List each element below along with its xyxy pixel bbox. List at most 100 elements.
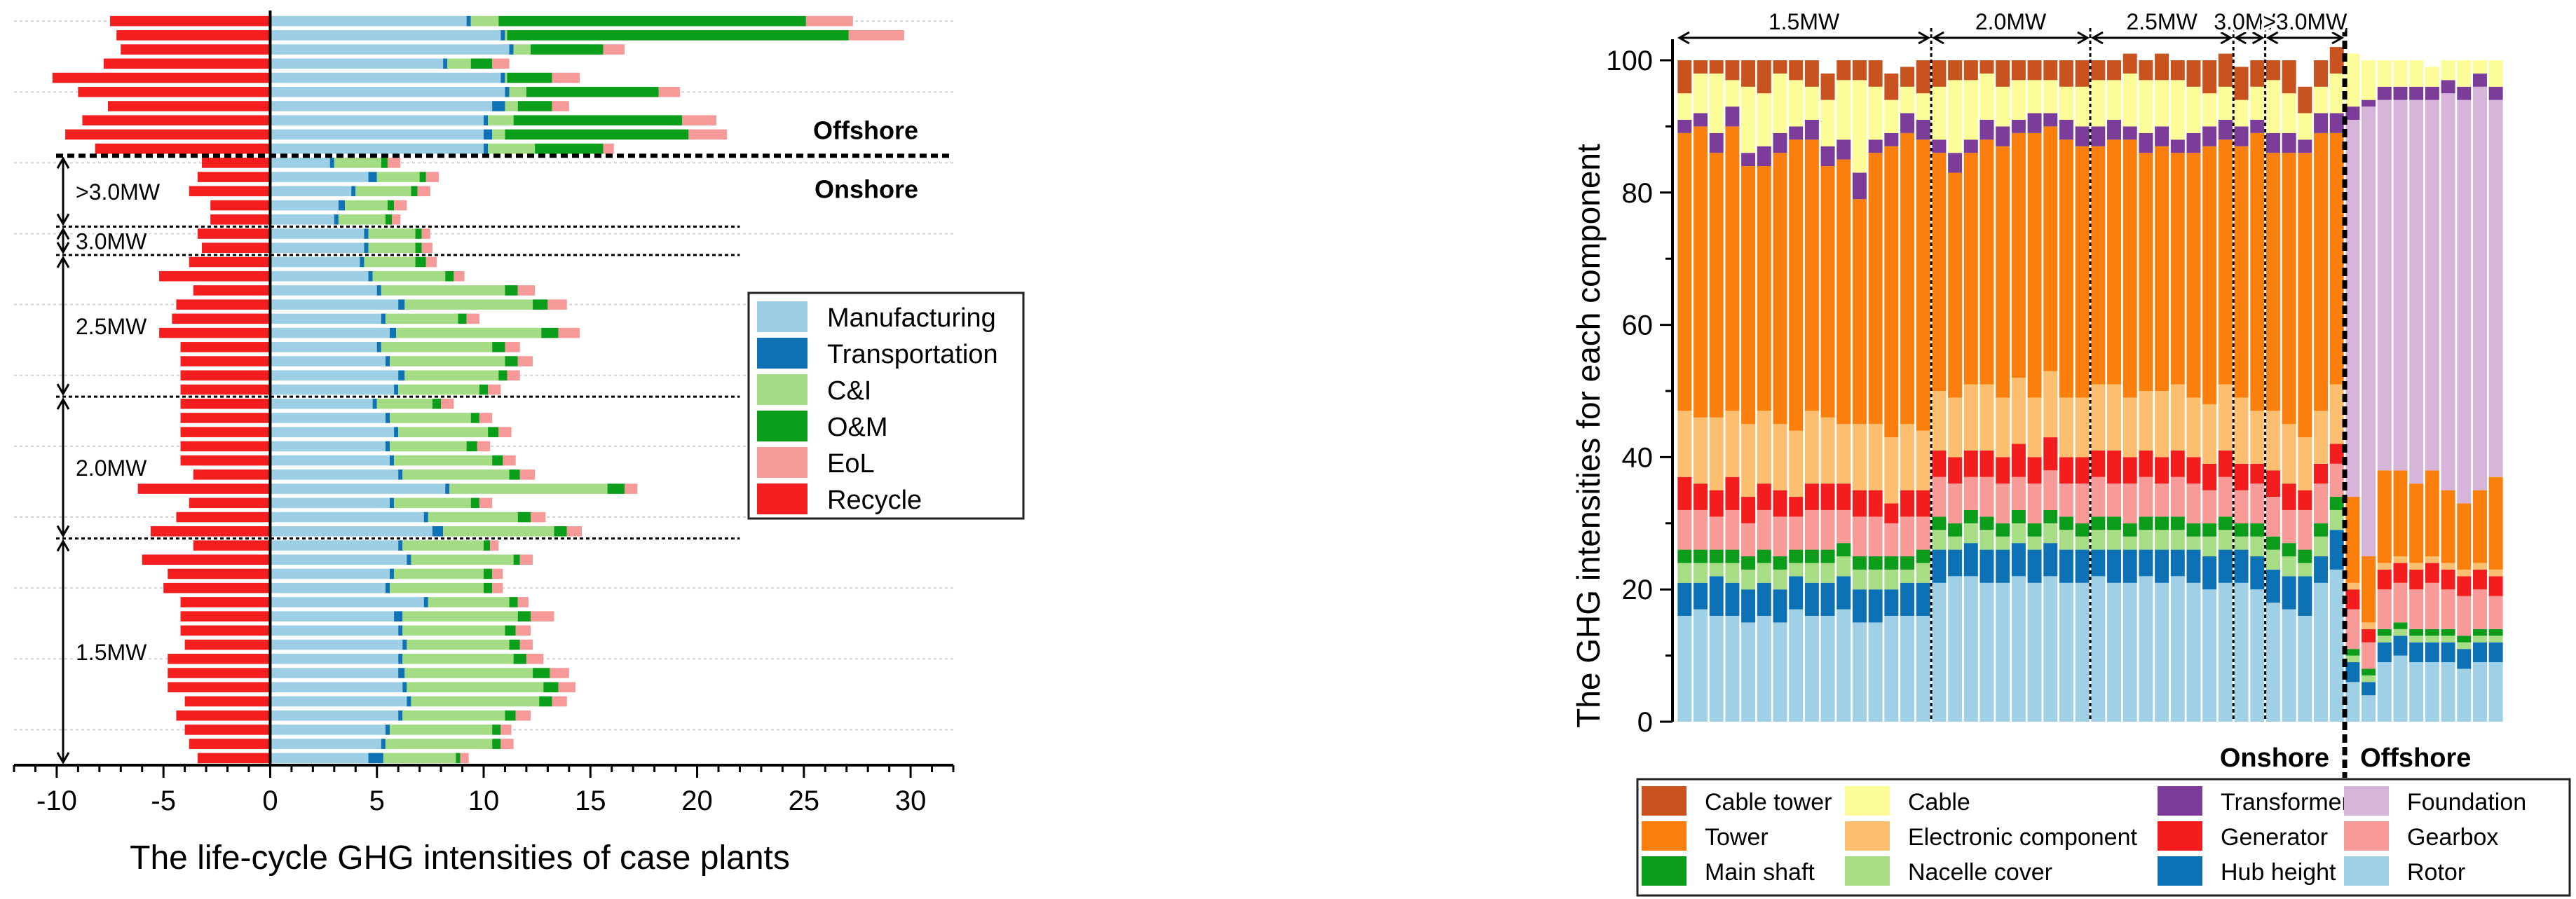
right-bar-tower bbox=[2329, 132, 2344, 385]
left-bar-ci bbox=[443, 526, 554, 537]
right-bar-electronic-component bbox=[1979, 384, 1994, 451]
left-bar-transportation bbox=[334, 214, 339, 225]
right-bar-nacelle-cover bbox=[2170, 530, 2185, 550]
left-bar-transportation bbox=[398, 625, 403, 636]
right-bar-rotor bbox=[1804, 615, 1819, 722]
left-bar-transportation bbox=[372, 398, 377, 409]
left-bar-ci bbox=[372, 270, 446, 282]
left-bar-om bbox=[554, 526, 567, 537]
left-bar-om bbox=[535, 143, 604, 154]
right-bar-hub-height bbox=[2377, 642, 2392, 663]
right-legend-label: Generator bbox=[2221, 824, 2328, 851]
right-bar-transformer bbox=[2362, 99, 2376, 107]
left-bar-om bbox=[385, 214, 393, 225]
right-bar-generator bbox=[2170, 450, 2185, 477]
right-bar-generator bbox=[1979, 450, 1994, 477]
right-bar-tower bbox=[2282, 153, 2296, 425]
right-bar-nacelle-cover bbox=[2409, 636, 2424, 643]
right-bar-main-shaft bbox=[2091, 516, 2106, 530]
right-bar-nacelle-cover bbox=[1979, 530, 1994, 550]
left-bar-ci bbox=[513, 44, 531, 55]
right-bar-rotor bbox=[1694, 609, 1708, 722]
right-bar-rotor bbox=[1996, 582, 2010, 722]
right-bar-gearbox bbox=[2488, 596, 2503, 629]
right-bar-nacelle-cover bbox=[1916, 563, 1930, 583]
left-bar-om bbox=[543, 682, 559, 693]
right-bar-generator bbox=[1741, 497, 1756, 523]
right-bar-hub-height bbox=[2122, 549, 2137, 583]
left-bar-manufacturing bbox=[270, 256, 360, 268]
left-bar-om bbox=[470, 413, 479, 423]
right-bar-electronic-component bbox=[2265, 411, 2280, 471]
right-bar-nacelle-cover bbox=[2472, 636, 2487, 643]
right-bar-electronic-component bbox=[1932, 391, 1947, 451]
right-bar-transformer bbox=[1852, 172, 1867, 200]
span-arrow-icon bbox=[2090, 31, 2104, 45]
right-bar-tower bbox=[2345, 497, 2360, 583]
left-bar-ci bbox=[402, 540, 484, 551]
left-bar-ci bbox=[509, 86, 526, 97]
left-legend-swatch bbox=[757, 483, 807, 514]
right-bar-foundation bbox=[2425, 99, 2439, 471]
bracket-arrow-icon bbox=[56, 156, 70, 170]
right-bar-cable bbox=[2362, 60, 2376, 100]
right-bar-cable-tower bbox=[1948, 60, 1963, 81]
left-legend-label: EoL bbox=[827, 449, 875, 479]
right-bar-nacelle-cover bbox=[2282, 556, 2296, 577]
right-bar-tower bbox=[2107, 139, 2122, 385]
left-bar-recycle bbox=[180, 398, 271, 409]
left-bar-manufacturing bbox=[270, 242, 364, 254]
right-bar-cable bbox=[1773, 73, 1787, 133]
right-bar-cable bbox=[1979, 73, 1994, 120]
right-legend-swatch bbox=[1642, 856, 1686, 886]
right-y-axis: 0 20 40 60 80 100 bbox=[1606, 39, 1674, 738]
left-bar-transportation bbox=[398, 654, 403, 664]
left-bar-eol bbox=[552, 101, 569, 111]
left-bar-manufacturing bbox=[270, 625, 399, 636]
right-bar-rotor bbox=[1884, 615, 1899, 722]
right-bar-hub-height bbox=[2155, 549, 2169, 583]
left-bar-ci bbox=[492, 129, 505, 140]
right-bar-rotor bbox=[1725, 615, 1740, 722]
bracket-arrow-icon bbox=[56, 242, 70, 254]
right-bar-cable-tower bbox=[2027, 60, 2042, 81]
left-bar-eol bbox=[515, 625, 531, 636]
right-bar-hub-height bbox=[1868, 589, 1883, 623]
left-bar-om bbox=[381, 158, 388, 168]
left-bar-manufacturing bbox=[270, 228, 364, 239]
right-bar-rotor bbox=[1741, 622, 1756, 722]
right-bar-cable bbox=[1757, 93, 1771, 146]
right-bar-rotor bbox=[2043, 576, 2058, 722]
left-bar-manufacturing bbox=[270, 186, 352, 197]
right-bar-cable bbox=[2345, 53, 2360, 107]
right-bar-tower bbox=[2218, 139, 2233, 385]
right-bar-rotor bbox=[1868, 622, 1883, 722]
left-bar-ci bbox=[402, 710, 505, 721]
right-bar-main-shaft bbox=[2234, 523, 2249, 537]
right-bar-rotor bbox=[2091, 576, 2106, 722]
left-bar-manufacturing bbox=[270, 483, 446, 494]
right-bar-rotor bbox=[2250, 589, 2265, 722]
right-bar-tower bbox=[2250, 132, 2265, 411]
right-bar-transformer bbox=[1884, 132, 1899, 146]
right-bar-nacelle-cover bbox=[2377, 636, 2392, 643]
right-bar-cable bbox=[2027, 80, 2042, 114]
right-y-tick-label: 80 bbox=[1622, 178, 1654, 209]
left-bar-eol bbox=[492, 568, 503, 579]
right-bar-rotor bbox=[1932, 582, 1947, 722]
right-bar-generator bbox=[2139, 450, 2153, 477]
right-bar-electronic-component bbox=[1963, 384, 1978, 451]
right-y-tick-label: 60 bbox=[1622, 310, 1654, 341]
right-bar-tower bbox=[2202, 146, 2217, 404]
left-bar-om bbox=[517, 611, 531, 622]
right-bar-cable-tower bbox=[2202, 60, 2217, 94]
right-bar-nacelle-cover bbox=[1694, 563, 1708, 583]
right-bar-rotor bbox=[2362, 695, 2376, 722]
right-bar-rotor bbox=[2425, 662, 2439, 722]
right-legend-label: Transformer bbox=[2221, 789, 2350, 816]
right-bar-gearbox bbox=[2393, 582, 2408, 623]
left-x-tick-label: 25 bbox=[789, 785, 820, 816]
right-capacity-label: 2.5MW bbox=[2126, 9, 2197, 34]
left-bar-manufacturing bbox=[270, 384, 395, 395]
